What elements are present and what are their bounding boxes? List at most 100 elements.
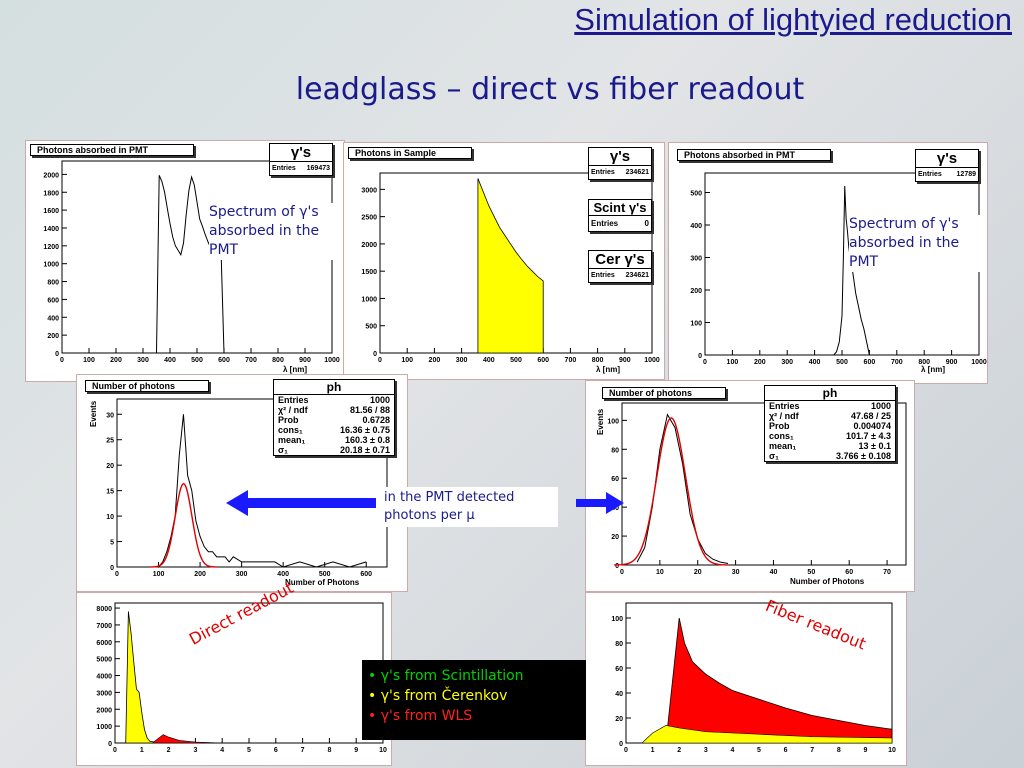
- slide-title: Simulation of lightyied reduction: [574, 2, 1012, 37]
- legend-box: • γ's from Scintillation • γ's from Čere…: [362, 660, 586, 740]
- scint-value: 0: [644, 219, 649, 228]
- x-tick-label: 3: [704, 747, 708, 754]
- hist-title: Photons absorbed in PMT: [677, 149, 831, 161]
- stat-value: 0.6728: [362, 415, 390, 425]
- x-tick-label: 10: [379, 747, 387, 754]
- x-tick-label: 4: [220, 747, 224, 754]
- stat-row: σ₁ 3.766 ± 0.108: [765, 451, 895, 461]
- y-tick-label: 2000: [361, 242, 377, 249]
- stat-row: Entries 1000: [765, 401, 895, 411]
- y-tick-label: 600: [47, 297, 59, 304]
- x-tick-label: 9: [354, 747, 358, 754]
- right-arrow-icon: [576, 492, 624, 514]
- stat-head: γ's: [589, 148, 651, 166]
- spectrum-note: Spectrum of γ's absorbed in the PMT: [849, 215, 981, 272]
- time-direct-chart: 0 1 2 3 4 5 6 7 8 9 10 0 1000 2000 3000 4000 5000 6000 700…: [96, 602, 387, 754]
- stat-value: 1000: [870, 401, 891, 411]
- left-arrow-icon: [226, 490, 376, 516]
- y-tick-label: 1000: [43, 262, 59, 269]
- pmt-fiber-chart: 0 100 200 300 400 500 600 700 800 900 1000 0 100 200 3…: [690, 172, 987, 366]
- x-tick-label: 0: [60, 357, 64, 364]
- cer-label: Entries: [591, 272, 615, 279]
- x-tick-label: 400: [164, 357, 176, 364]
- x-tick-label: 100: [401, 357, 413, 364]
- x-tick-label: 7: [301, 747, 305, 754]
- y-tick-label: 4000: [96, 674, 112, 681]
- x-tick-label: 500: [836, 359, 848, 366]
- legend-item-cerenkov: • γ's from Čerenkov: [368, 688, 508, 704]
- y-tick-label: 0: [55, 351, 59, 358]
- histogram-line: [156, 175, 225, 354]
- x-tick-label: 8: [837, 747, 841, 754]
- y-tick-label: 1400: [43, 226, 59, 233]
- panel-time-direct: 0 1 2 3 4 5 6 7 8 9 10 0 1000 2000 3000 4000 5000 6000 700…: [76, 592, 392, 766]
- y-tick-label: 500: [690, 191, 702, 198]
- y-tick-label: 500: [365, 324, 377, 331]
- x-tick-label: 200: [754, 359, 766, 366]
- y-tick-label: 20: [615, 716, 623, 723]
- stat-label: Entries: [769, 401, 800, 411]
- y-tick-label: 1000: [361, 296, 377, 303]
- y-tick-label: 80: [615, 641, 623, 648]
- panel-nphot-fiber: 0 10 20 30 40 50 60 70 0 20 40 60 80 100 Number of ph…: [585, 380, 915, 592]
- x-tick-label: 10: [656, 569, 664, 576]
- y-tick-label: 100: [607, 418, 619, 425]
- stat-value: 101.7 ± 4.3: [846, 431, 891, 441]
- cer-stat-box: Cer γ's Entries 234621: [588, 250, 652, 283]
- x-tick-label: 400: [483, 357, 495, 364]
- y-axis-label: Events: [89, 400, 98, 427]
- y-axis-label: Events: [596, 408, 605, 435]
- gaussian-fit-curve: [150, 482, 218, 568]
- y-tick-label: 10: [106, 514, 114, 521]
- y-tick-label: 2000: [43, 172, 59, 179]
- stat-label: mean₁: [278, 435, 306, 445]
- x-axis-label: Number of Photons: [790, 577, 865, 586]
- y-tick-label: 100: [690, 321, 702, 328]
- stat-row: χ² / ndf 47.68 / 25: [765, 411, 895, 421]
- stat-label: mean₁: [769, 441, 797, 451]
- x-tick-label: 20: [694, 569, 702, 576]
- panel-pmt-direct: 0 100 200 300 400 500 600 700 800 900 1000 0 200 400 6…: [25, 140, 345, 382]
- x-axis-label: λ [nm]: [921, 365, 945, 374]
- y-tick-label: 2500: [361, 215, 377, 222]
- y-tick-label: 3000: [96, 690, 112, 697]
- stat-head: ph: [274, 380, 394, 395]
- y-tick-label: 0: [373, 351, 377, 358]
- x-tick-label: 200: [429, 357, 441, 364]
- x-tick-label: 40: [770, 569, 778, 576]
- x-tick-label: 200: [194, 571, 206, 578]
- stat-value: 234621: [625, 169, 649, 176]
- x-tick-label: 300: [236, 571, 248, 578]
- x-tick-label: 100: [153, 571, 165, 578]
- x-tick-label: 700: [891, 359, 903, 366]
- x-axis-label: λ [nm]: [283, 365, 307, 374]
- stat-box: γ's Entries 12789: [915, 149, 979, 182]
- middle-note: in the PMT detected photons per μ: [380, 487, 558, 527]
- x-tick-label: 2: [167, 747, 171, 754]
- y-tick-label: 80: [611, 447, 619, 454]
- stat-row: χ² / ndf 81.56 / 88: [274, 405, 394, 415]
- x-tick-label: 800: [272, 357, 284, 364]
- scint-stat-box: Scint γ's Entries 0: [588, 199, 652, 232]
- x-tick-label: 1000: [324, 357, 340, 364]
- x-tick-label: 4: [730, 747, 734, 754]
- x-tick-label: 100: [83, 357, 95, 364]
- x-tick-label: 1000: [644, 357, 660, 364]
- x-tick-label: 5: [757, 747, 761, 754]
- cer-head: Cer γ's: [589, 251, 651, 269]
- stat-value: 3.766 ± 0.108: [836, 451, 891, 461]
- x-tick-label: 9: [863, 747, 867, 754]
- x-tick-label: 400: [277, 571, 289, 578]
- y-tick-label: 3000: [361, 187, 377, 194]
- fit-stat-box: ph Entries 1000 χ² / ndf 81.56 / 88 Prob 0.67…: [273, 379, 395, 456]
- x-tick-label: 100: [727, 359, 739, 366]
- plot-frame: [114, 602, 384, 744]
- stat-head: γ's: [916, 150, 978, 168]
- y-tick-label: 25: [106, 438, 114, 445]
- fit-stat-box: ph Entries 1000 χ² / ndf 47.68 / 25 Prob 0.00…: [764, 385, 896, 462]
- y-tick-label: 60: [615, 666, 623, 673]
- stat-value: 81.56 / 88: [349, 405, 390, 415]
- y-tick-label: 200: [47, 333, 59, 340]
- y-tick-label: 5000: [96, 657, 112, 664]
